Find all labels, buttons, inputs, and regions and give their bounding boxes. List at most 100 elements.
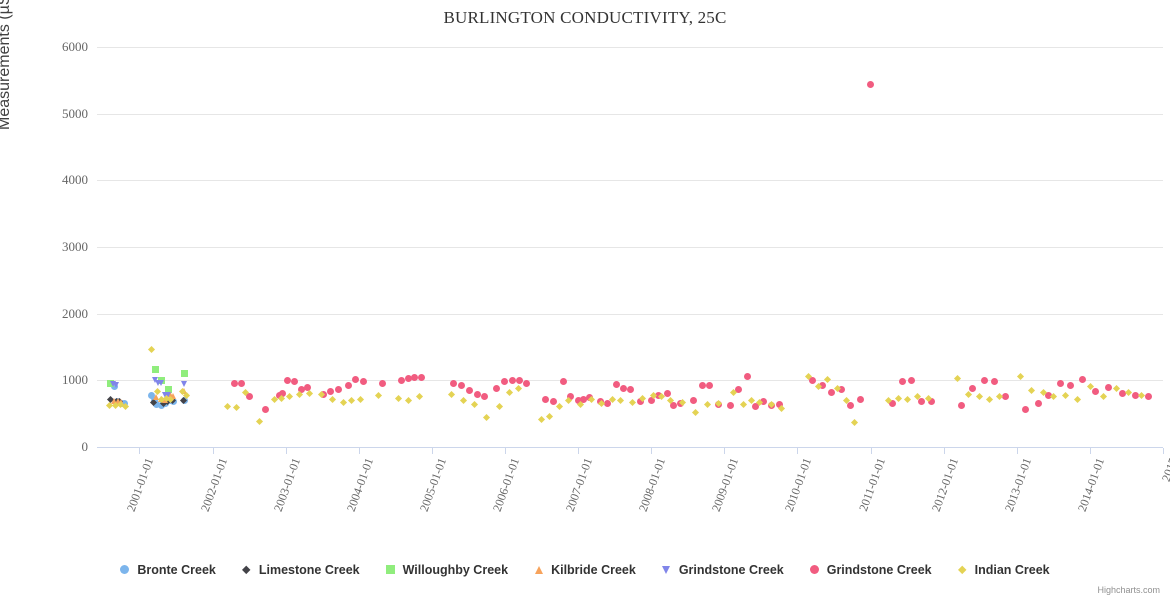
- data-point: [178, 387, 186, 395]
- diamond-marker-icon: [242, 565, 252, 575]
- gridline: [97, 313, 1163, 315]
- data-point: [924, 394, 932, 402]
- x-axis-tick: [870, 448, 872, 454]
- data-point: [996, 393, 1004, 401]
- data-point: [305, 389, 314, 397]
- data-point: [357, 395, 365, 403]
- data-point: [167, 395, 175, 403]
- x-axis-tick-label: 2014-01-01: [1074, 456, 1108, 514]
- data-point: [471, 400, 479, 408]
- triangle-down-marker-icon: [662, 565, 672, 575]
- data-point: [232, 403, 240, 411]
- data-point: [374, 391, 382, 399]
- x-axis-tick: [578, 448, 580, 454]
- y-axis-tick-label: 3000: [62, 239, 88, 254]
- x-axis-tick: [943, 448, 945, 454]
- data-point: [639, 394, 647, 402]
- x-axis-tick-label: 2005-01-01: [416, 456, 450, 514]
- gridline: [97, 180, 1163, 182]
- data-point: [348, 397, 356, 405]
- data-point: [715, 399, 723, 407]
- x-axis-tick: [504, 448, 506, 454]
- x-axis-line: [97, 447, 1163, 448]
- data-point: [617, 396, 625, 404]
- data-point: [385, 565, 395, 574]
- data-point: [1086, 382, 1094, 390]
- legend-label: Kilbride Creek: [551, 563, 636, 577]
- x-axis-tick-label: 2006-01-01: [489, 456, 523, 514]
- legend-item-willoughby-creek-2[interactable]: Willoughby Creek: [385, 563, 508, 577]
- data-point: [395, 394, 403, 402]
- data-point: [415, 393, 423, 401]
- data-point: [447, 390, 455, 398]
- data-point: [329, 395, 337, 403]
- data-point: [691, 409, 700, 417]
- data-point: [778, 405, 786, 413]
- data-point: [747, 397, 755, 405]
- x-axis-tick-label: 2002-01-01: [197, 456, 230, 514]
- data-point: [814, 382, 822, 390]
- circle-marker-icon: [809, 565, 820, 575]
- legend-item-grindstone-creek-5[interactable]: Grindstone Creek: [809, 563, 932, 577]
- data-point: [1050, 393, 1058, 401]
- x-axis-tick: [797, 448, 799, 454]
- legend-item-kilbride-creek-3[interactable]: Kilbride Creek: [534, 563, 636, 577]
- x-axis-tick: [651, 448, 653, 454]
- x-axis-tick: [139, 448, 141, 454]
- data-point: [242, 565, 252, 575]
- y-axis-tick-label: 2000: [62, 305, 88, 321]
- data-point: [598, 399, 606, 407]
- legend-item-bronte-creek-0[interactable]: Bronte Creek: [120, 563, 216, 577]
- data-point: [148, 345, 156, 353]
- data-point: [629, 398, 637, 406]
- y-axis-tick-label: 1000: [62, 372, 88, 388]
- chart-title: BURLINGTON CONDUCTIVITY, 25C: [443, 8, 727, 27]
- x-axis-tick-label: 2007-01-01: [562, 456, 596, 514]
- data-point: [339, 398, 347, 406]
- data-point: [555, 402, 564, 410]
- data-point: [914, 393, 922, 401]
- legend-item-indian-creek-6[interactable]: Indian Creek: [957, 563, 1050, 577]
- data-point: [957, 565, 967, 575]
- legend-label: Bronte Creek: [137, 563, 216, 577]
- y-axis-tick-label: 5000: [62, 105, 88, 121]
- x-axis-tick: [1089, 448, 1091, 454]
- data-point: [459, 396, 467, 404]
- data-point: [649, 391, 657, 399]
- data-point: [270, 395, 278, 403]
- data-point: [885, 397, 893, 405]
- data-point: [111, 401, 119, 409]
- x-axis-tick: [431, 448, 433, 454]
- legend-label: Grindstone Creek: [826, 563, 932, 577]
- data-point: [183, 391, 191, 399]
- y-axis-tick-label: 6000: [62, 39, 88, 54]
- x-axis-tick: [212, 448, 214, 454]
- plot-area: [97, 47, 1163, 448]
- gridline: [97, 47, 1163, 48]
- data-point: [703, 401, 711, 409]
- data-point: [1124, 389, 1132, 397]
- data-point: [1137, 391, 1146, 399]
- legend-item-limestone-creek-1[interactable]: Limestone Creek: [242, 563, 360, 577]
- x-axis-tick: [358, 448, 360, 454]
- x-axis-tick-label: 2012-01-01: [928, 456, 961, 514]
- x-axis-tick-label: 2008-01-01: [636, 456, 669, 514]
- data-point: [158, 395, 166, 403]
- legend-item-grindstone-creek-4[interactable]: Grindstone Creek: [662, 563, 784, 577]
- data-point: [809, 565, 819, 574]
- x-axis-tick: [1163, 448, 1164, 454]
- data-point: [405, 396, 413, 404]
- data-point: [895, 394, 903, 402]
- gridline: [97, 380, 1163, 382]
- data-point: [576, 401, 584, 409]
- data-point: [506, 389, 514, 397]
- x-axis-tick-label: 2004-01-01: [343, 456, 376, 514]
- data-point: [162, 395, 170, 403]
- chart-legend: Bronte Creek Limestone Creek Willoughby Cr…: [0, 563, 1170, 577]
- gridline: [97, 113, 1163, 115]
- legend-label: Indian Creek: [974, 563, 1050, 577]
- data-point: [317, 390, 325, 398]
- data-point: [538, 415, 546, 423]
- data-point: [658, 393, 666, 401]
